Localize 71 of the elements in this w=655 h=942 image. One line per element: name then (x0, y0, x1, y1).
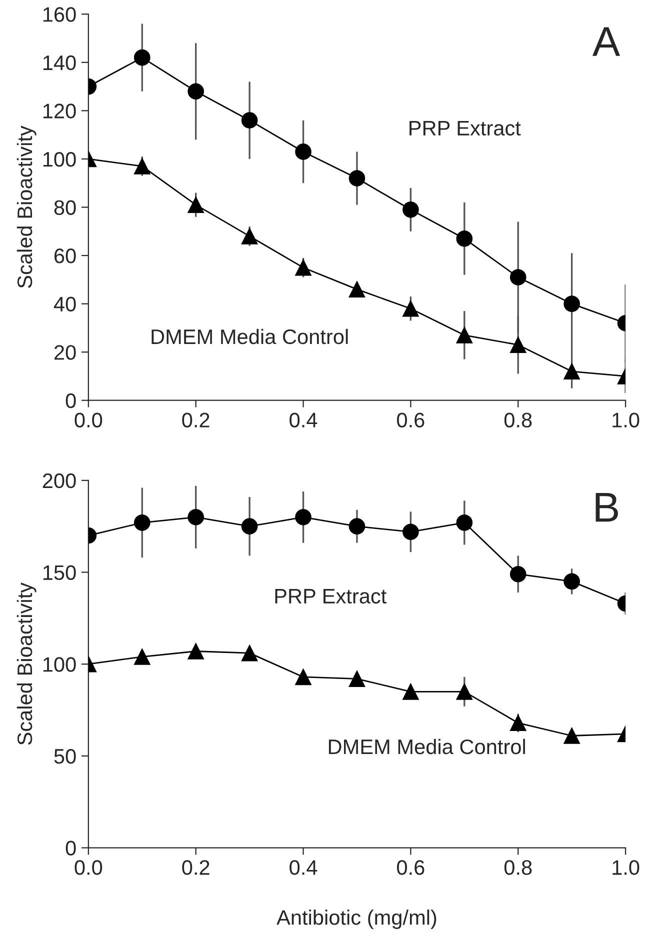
point (241, 228, 258, 244)
y-tick-label: 140 (43, 55, 76, 70)
point (456, 327, 473, 344)
x-axis-title: Antibiotic (mg/ml) (276, 910, 436, 929)
point (241, 644, 258, 662)
x-tick-label: 1.0 (612, 412, 640, 428)
point (134, 49, 150, 66)
y-tick-label: 160 (43, 7, 76, 22)
y-tick-label: 20 (54, 345, 76, 360)
point (295, 668, 312, 686)
x-tick-label: 0.2 (182, 412, 210, 428)
point (402, 300, 419, 317)
series-label: DMEM Media Control (328, 738, 525, 754)
x-tick-label: 1.0 (612, 860, 640, 875)
point (295, 144, 312, 160)
point (456, 514, 473, 531)
point (564, 728, 580, 744)
point (564, 363, 580, 380)
point (348, 518, 366, 534)
point (188, 196, 204, 213)
y-tick-label: 40 (54, 296, 76, 312)
point (402, 684, 419, 700)
y-axis-title: Scaled Bioactivity (16, 126, 36, 288)
text: PRP Extract (410, 121, 521, 136)
point (564, 296, 580, 312)
x-tick-label: 0.6 (397, 860, 424, 875)
point (188, 83, 204, 100)
point (510, 336, 526, 353)
point (510, 714, 526, 732)
y-tick-label: 80 (54, 200, 76, 215)
y-tick-label: 150 (43, 565, 76, 580)
point (348, 170, 366, 186)
y-tick-label: 60 (54, 248, 76, 264)
x-tick-label: 0.2 (182, 860, 210, 875)
point (510, 566, 526, 582)
x-tick-label: 0.4 (290, 412, 318, 428)
annotation: B (596, 492, 618, 522)
point (402, 524, 419, 540)
y-tick-label: 50 (54, 748, 76, 764)
point (564, 573, 580, 590)
y-tick-label: 100 (43, 657, 76, 672)
series-label: DMEM Media Control (152, 328, 348, 344)
x-tick-label: 0.4 (290, 860, 318, 875)
text: PRP Extract (275, 589, 387, 604)
y-tick-label: 120 (43, 104, 76, 118)
point (348, 670, 366, 687)
point (241, 112, 258, 128)
x-tick-label: 0.0 (74, 860, 102, 875)
x-tick-label: 0.0 (74, 412, 102, 428)
point (134, 648, 150, 665)
point (134, 514, 150, 531)
y-axis-title: Scaled Bioactivity (16, 582, 36, 745)
x-tick-label: 0.8 (504, 860, 532, 875)
point (456, 684, 473, 700)
point (456, 230, 473, 247)
point (188, 643, 204, 660)
point (134, 158, 150, 174)
x-tick-label: 0.6 (397, 412, 424, 428)
point (295, 259, 312, 276)
annotation: A (592, 27, 620, 56)
y-tick-label: 0 (66, 393, 76, 408)
y-tick-label: 0 (66, 840, 76, 856)
point (188, 509, 204, 526)
y-tick-label: 100 (43, 152, 76, 167)
y-tick-label: 200 (42, 473, 76, 488)
point (241, 518, 258, 534)
point (510, 269, 526, 286)
point (402, 201, 419, 218)
point (295, 509, 312, 526)
x-tick-label: 0.8 (504, 412, 532, 428)
point (348, 281, 366, 298)
